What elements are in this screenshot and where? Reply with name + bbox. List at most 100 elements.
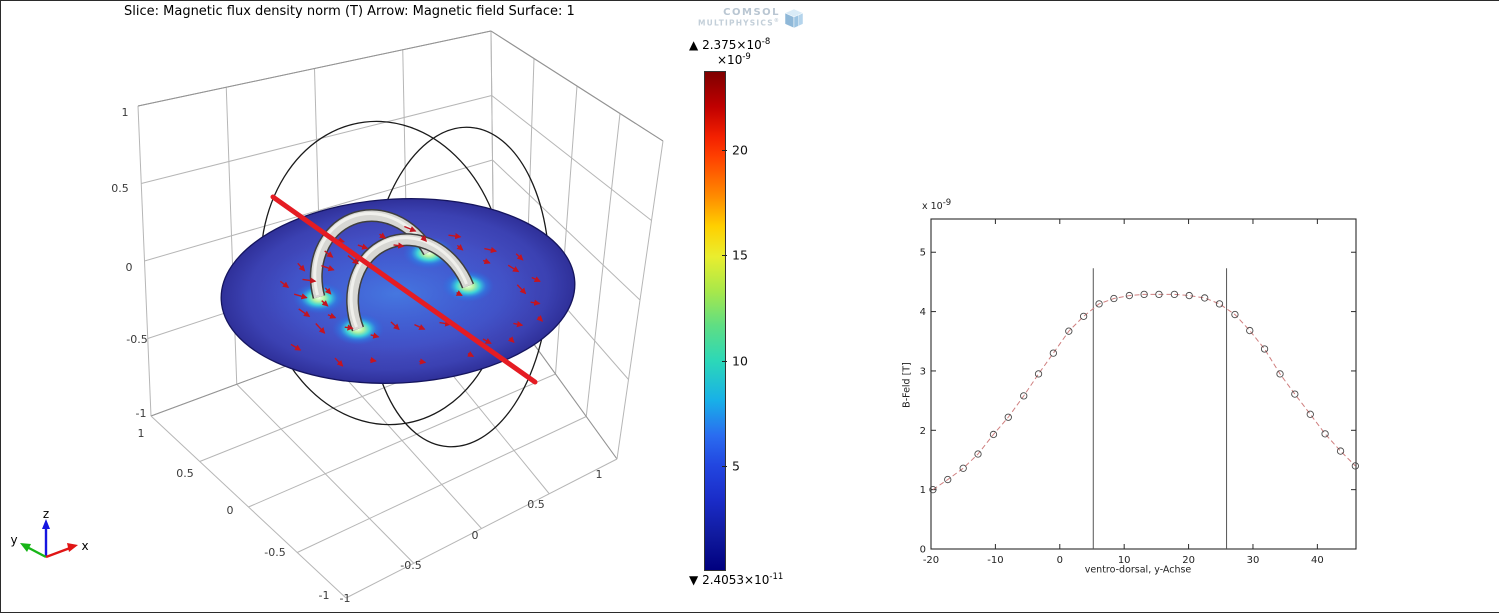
grid-line [585,113,621,417]
data-point-marker [1260,345,1269,353]
data-point-marker [1125,291,1133,300]
field-arrow [455,290,463,297]
plot-axes-box [930,218,1357,550]
colorbar-max-label: ▲ 2.375×10-8 [689,37,770,52]
x-floor-tick: 1 [596,468,603,481]
field-arrow [302,277,317,284]
grid-line [150,415,347,599]
evaluation-line [270,194,538,385]
field-arrow [321,300,329,307]
grid-line [616,140,664,460]
field-arrow [321,265,335,272]
colorbar-notch [722,150,727,151]
z-tick: 0 [126,261,133,274]
field-arrow [419,358,427,365]
field-arrow [279,280,290,289]
field-arrow [420,235,427,242]
coordinate-triad: z y x [10,507,89,559]
arch-front-highlight [349,236,468,328]
y-multiplier-base: x 10 [922,201,943,213]
z-tick: 0.5 [111,182,129,195]
field-arrow [516,284,527,295]
field-arrow [344,324,354,331]
colorbar-tick-label: 5 [732,458,740,474]
field-arrow [507,336,515,343]
data-point-marker [1020,392,1028,400]
colorbar-scale-exp: -9 [742,52,751,62]
3d-scene-viewport[interactable]: z y x 1 0.5 0 -0.5 -1 1 0.5 0 -0.5 -1 1 … [1,1,691,613]
field-arrow [379,232,387,239]
hotspot-1 [293,282,345,314]
colorbar-tick-label: 20 [732,142,748,158]
data-point-marker [1185,291,1193,300]
field-arrow [456,244,464,251]
field-arrow [467,351,475,357]
data-point-marker [1321,430,1329,438]
comsol-cube-icon [784,8,804,29]
y-tick-label: 5 [920,248,926,259]
z-tick: -1 [136,407,147,420]
data-point-marker [1065,327,1073,335]
y-floor-tick: 0.5 [176,467,194,480]
y-tick-label: 1 [920,485,926,496]
x-tick-label: 20 [1182,555,1195,566]
x-axis-label: ventro-dorsal, y-Achse [1084,564,1192,576]
field-arrow [347,255,359,265]
y-tick-label: 4 [920,307,926,318]
data-point-marker [974,450,982,458]
y-tick-label: 0 [920,545,926,556]
field-arrow [298,308,311,318]
field-arrow [315,323,326,334]
y-floor-tick: 1 [138,427,145,440]
comsol-logo: COMSOL MULTIPHYSICS® [698,7,804,30]
y-axis-multiplier: x 10-9 [922,198,951,212]
data-point-marker [1215,300,1224,308]
data-point-marker [1201,294,1209,302]
triad-z-label: z [43,507,49,521]
field-arrow [414,323,426,330]
plot3d-title: Slice: Magnetic flux density norm (T) Ar… [124,4,575,19]
data-point-marker [1276,370,1284,378]
colorbar-notch [722,255,727,256]
data-point-marker [1079,312,1088,320]
field-arrow [515,253,524,261]
triad-z-arrowhead [42,519,50,529]
field-arrow [293,293,308,300]
colorbar-tick-label: 15 [732,247,748,263]
field-arrow [297,262,306,272]
data-point-marker [929,485,937,494]
magnetic-field-arrows [279,225,544,367]
data-point-marker [1110,294,1118,303]
colorbar-gradient [704,71,726,571]
field-arrow [448,232,462,240]
y-tick-label: 2 [920,426,926,437]
grid-line [555,85,578,375]
data-point-marker [1231,310,1239,319]
triad-x-arrowhead [67,543,78,552]
field-arrow [327,312,337,319]
y-floor-tick: -1 [319,589,330,602]
comsol-logo-text: COMSOL MULTIPHYSICS® [698,7,781,27]
x-tick-label: 40 [1311,555,1324,566]
colorbar-max-marker-icon: ▲ [689,38,699,52]
grid-line [297,416,587,553]
data-point-marker [1336,447,1345,455]
data-point-marker [1170,290,1179,299]
x-floor-tick: 0 [472,529,479,542]
triad-y-axis [26,545,47,559]
data-point-marker [1049,349,1057,357]
logo-registered-mark: ® [773,17,781,24]
grid-line [345,458,618,599]
colorbar-max-value: 2.375×10 [702,38,762,52]
data-point-marker [1246,326,1254,335]
colorbar-notch [722,466,727,467]
colorbar-notch [722,361,727,362]
data-point-marker [1306,410,1314,418]
line-plot-viewport[interactable]: -20 -10 0 10 20 30 40 0 1 2 3 4 5 [906,196,1371,591]
data-point-marker [1095,300,1103,308]
data-point-marker [959,464,967,472]
colorbar-max-exp: -8 [761,37,771,47]
field-arrow [357,243,369,250]
field-arrow [513,321,524,328]
